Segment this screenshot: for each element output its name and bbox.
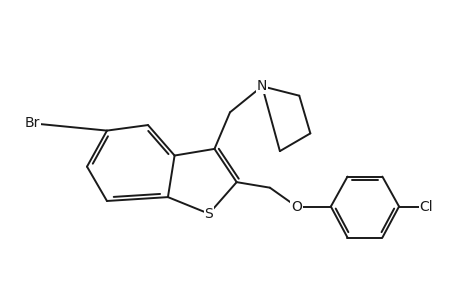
Text: Cl: Cl	[419, 200, 432, 214]
Text: S: S	[204, 207, 213, 221]
Text: Br: Br	[24, 116, 40, 130]
Text: N: N	[257, 79, 267, 93]
Text: O: O	[291, 200, 301, 214]
